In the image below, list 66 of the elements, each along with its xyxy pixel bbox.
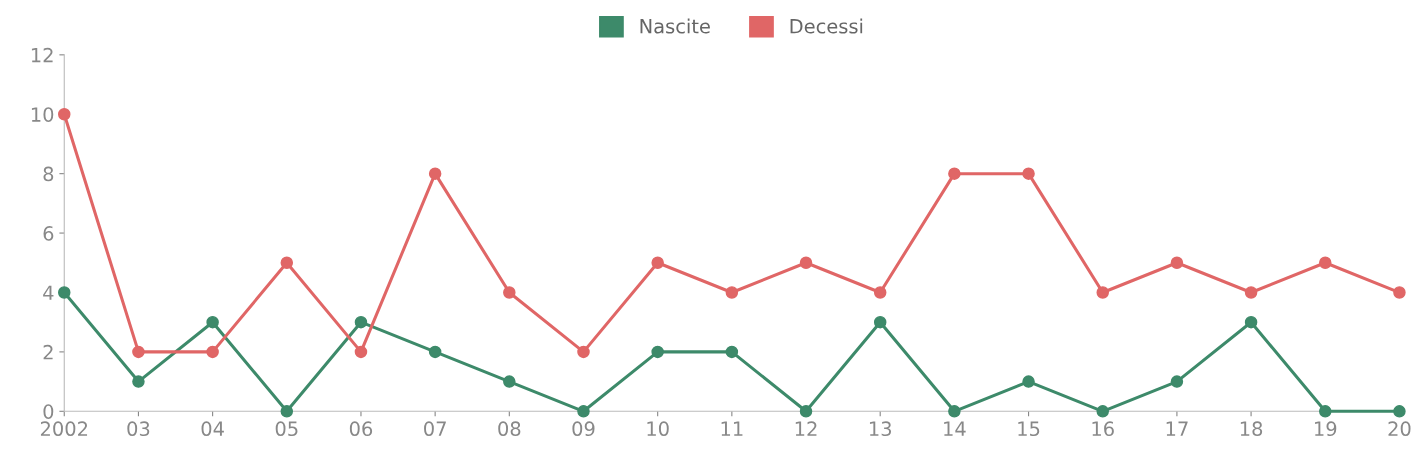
point: [725, 286, 739, 299]
y-tick-label: 10: [31, 107, 54, 122]
point: [354, 315, 368, 329]
point: [873, 315, 887, 329]
y-tick-label: 8: [43, 166, 54, 182]
point: [725, 345, 739, 359]
x-tick-label: 10: [647, 421, 669, 437]
y-tick-label: 0: [43, 404, 54, 419]
x-tick-label: 05: [275, 421, 298, 437]
point: [280, 256, 294, 270]
x-tick-label: 07: [424, 421, 446, 437]
legend-label: Decessi: [790, 18, 863, 34]
point: [503, 375, 516, 388]
point: [1022, 167, 1035, 180]
point: [799, 405, 813, 418]
x-tick-label: 11: [721, 421, 743, 436]
point: [948, 405, 961, 418]
point: [1170, 256, 1184, 270]
point: [132, 375, 145, 388]
point: [1096, 286, 1109, 299]
x-tick-label: 2002: [40, 421, 88, 437]
x-tick-label: 15: [1018, 421, 1040, 437]
point: [132, 345, 145, 359]
x-tick-label: 09: [572, 421, 595, 437]
point: [1244, 315, 1258, 329]
point: [58, 107, 71, 121]
point: [1319, 256, 1332, 270]
point: [428, 167, 442, 180]
point: [651, 345, 664, 359]
point: [948, 167, 961, 180]
x-tick-label: 20: [1388, 421, 1411, 437]
y-tick-label: 12: [31, 47, 53, 63]
x-tick-label: 18: [1240, 421, 1263, 437]
x-tick-label: 12: [795, 421, 817, 436]
x-tick-label: 17: [1166, 421, 1188, 436]
legend-label: Nascite: [640, 18, 710, 34]
point: [1096, 405, 1109, 418]
y-tick-label: 2: [43, 344, 53, 360]
point: [1244, 286, 1258, 299]
x-tick-label: 08: [498, 421, 521, 437]
x-tick-label: 14: [944, 421, 966, 436]
y-tick-label: 4: [43, 285, 54, 300]
point: [280, 405, 294, 418]
point: [58, 286, 71, 299]
point: [206, 315, 219, 329]
point: [1170, 375, 1184, 388]
x-tick-label: 19: [1315, 421, 1337, 437]
point: [354, 345, 368, 359]
point: [503, 286, 516, 299]
point: [799, 256, 813, 270]
x-tick-label: 06: [349, 421, 373, 437]
point: [577, 345, 590, 359]
x-tick-label: 04: [201, 421, 224, 437]
point: [1393, 405, 1406, 418]
point: [577, 405, 590, 418]
point: [206, 345, 219, 359]
y-tick-label: 6: [43, 226, 54, 241]
point: [1393, 286, 1406, 299]
x-tick-label: 16: [1092, 421, 1114, 437]
point: [1022, 375, 1035, 388]
point: [1319, 405, 1332, 418]
point: [651, 256, 664, 270]
x-tick-label: 03: [127, 421, 150, 437]
point: [873, 286, 887, 299]
x-tick-label: 13: [869, 421, 892, 437]
point: [428, 345, 442, 359]
